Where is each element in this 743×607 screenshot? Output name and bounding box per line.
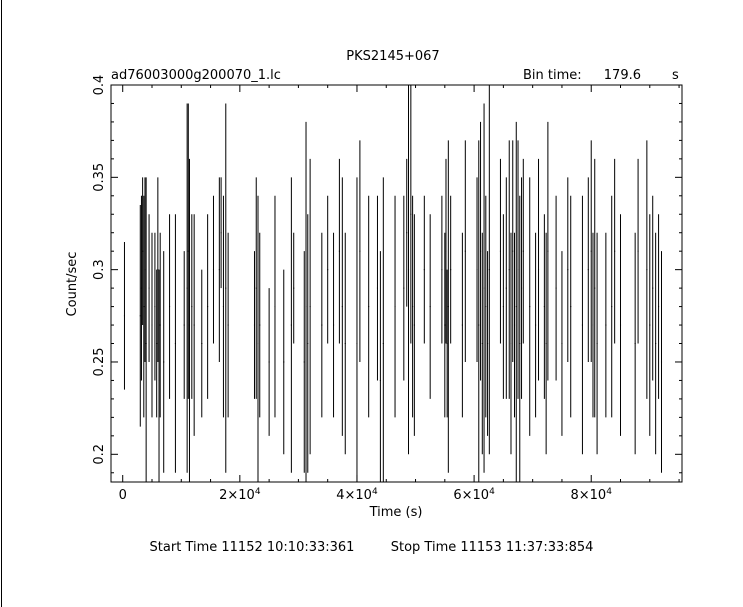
y-axis-label: Count/sec — [65, 252, 80, 317]
y-tick-label: 0.3 — [92, 259, 107, 280]
y-axis-ticks: 0.2 0.25 0.3 0.35 0.4 — [92, 75, 682, 474]
x-tick-label: 0 — [119, 488, 127, 503]
y-tick-label: 0.35 — [92, 163, 107, 192]
bin-time-value: 179.6 — [604, 68, 641, 83]
y-tick-label: 0.25 — [92, 348, 107, 377]
y-tick-label: 0.2 — [92, 444, 107, 465]
light-curve-series — [123, 85, 663, 482]
chart-title: PKS2145+067 — [346, 49, 439, 64]
x-axis-label: Time (s) — [369, 505, 423, 520]
x-tick-label: 2×104 — [219, 487, 261, 503]
stop-time-label: Stop Time 11153 11:37:33:854 — [390, 540, 594, 555]
plot-frame — [110, 84, 683, 483]
time-range-footer: Start Time 11152 10:10:33:361 Stop Time … — [0, 540, 743, 555]
y-tick-label: 0.4 — [92, 75, 107, 96]
x-tick-label: 6×104 — [453, 487, 495, 503]
x-tick-label: 8×104 — [570, 487, 612, 503]
bin-time-label: Bin time: — [523, 68, 582, 83]
file-name-label: ad76003000g200070_1.lc — [111, 68, 281, 83]
x-axis-ticks: 0 2×104 4×104 6×104 8×104 — [119, 85, 680, 503]
bin-time-unit: s — [672, 68, 679, 83]
x-tick-label: 4×104 — [336, 487, 378, 503]
start-time-label: Start Time 11152 10:10:33:361 — [149, 540, 355, 555]
